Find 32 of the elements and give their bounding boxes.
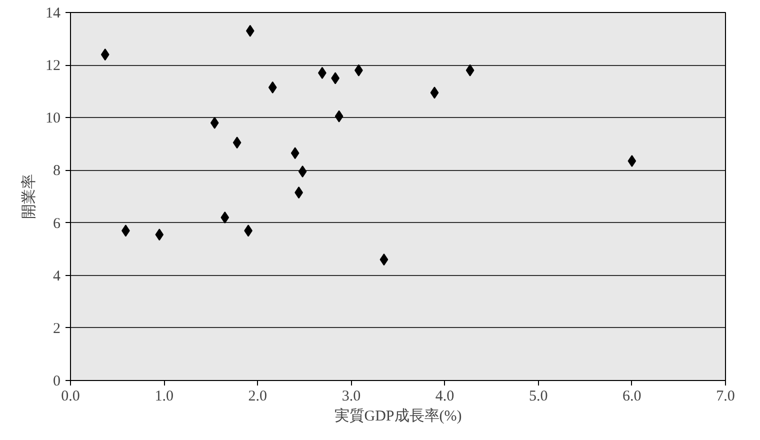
y-tick-label: 10 bbox=[46, 110, 60, 127]
x-tick-label: 2.0 bbox=[248, 388, 268, 404]
y-tick-label: 0 bbox=[53, 374, 60, 390]
point bbox=[380, 254, 388, 266]
y-tick-label: 14 bbox=[46, 6, 61, 22]
point bbox=[334, 110, 344, 122]
x-axis-title: 実質GDP成長率(%) bbox=[334, 408, 462, 424]
y-tick-label: 6 bbox=[53, 216, 61, 232]
y-tick-label: 8 bbox=[53, 163, 60, 180]
x-tick-label: 7.0 bbox=[716, 388, 735, 404]
y-tick-label: 12 bbox=[46, 58, 60, 74]
x-tick-label: 5.0 bbox=[528, 388, 548, 404]
point bbox=[220, 212, 230, 224]
y-axis-title: 開業率 bbox=[20, 174, 38, 219]
point bbox=[430, 86, 439, 99]
point bbox=[246, 24, 254, 37]
point bbox=[268, 81, 277, 94]
x-tick-label: 3.0 bbox=[342, 388, 361, 404]
x-tick-label: 0.0 bbox=[61, 388, 80, 404]
x-tick-label: 6.0 bbox=[622, 388, 642, 404]
point bbox=[628, 155, 636, 168]
x-tick-label: 1.0 bbox=[154, 388, 174, 404]
point bbox=[298, 166, 307, 178]
point bbox=[155, 228, 164, 241]
point bbox=[100, 48, 110, 61]
x-tick-label: 4.0 bbox=[435, 388, 454, 404]
y-tick-label: 2 bbox=[53, 320, 60, 337]
point bbox=[232, 136, 242, 149]
y-tick-label: 4 bbox=[53, 268, 61, 284]
point bbox=[466, 64, 474, 76]
point bbox=[290, 147, 300, 160]
point bbox=[210, 116, 219, 129]
